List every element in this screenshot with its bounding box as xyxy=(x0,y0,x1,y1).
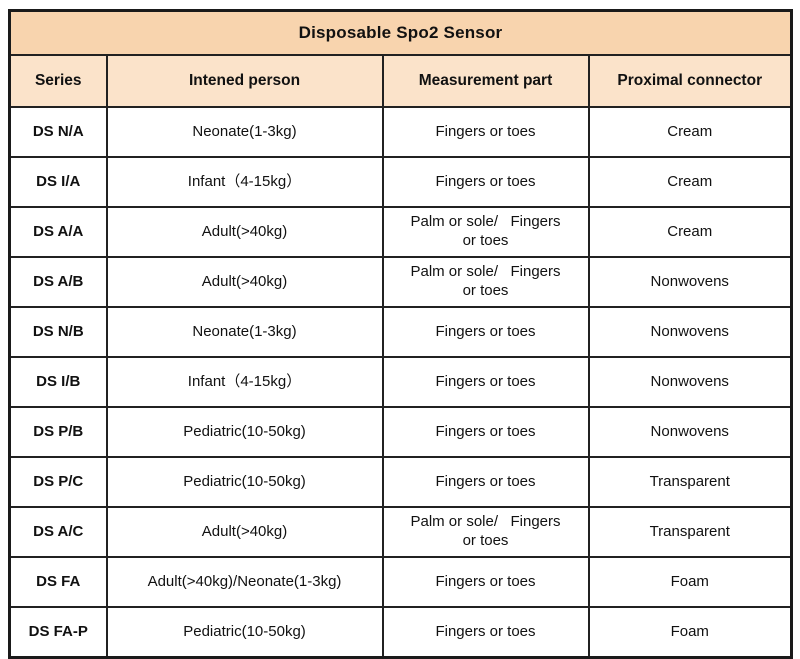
table-row: DS P/B Pediatric(10-50kg) Fingers or toe… xyxy=(8,406,793,458)
cell-connector: Foam xyxy=(587,556,793,608)
cell-part: Fingers or toes xyxy=(381,406,590,458)
cell-part: Fingers or toes xyxy=(381,106,590,158)
cell-connector: Nonwovens xyxy=(587,306,793,358)
table-row: DS I/A Infant（4-15kg） Fingers or toes Cr… xyxy=(8,156,793,208)
table-row: DS I/B Infant（4-15kg） Fingers or toes No… xyxy=(8,356,793,408)
cell-part: Fingers or toes xyxy=(381,456,590,508)
spo2-sensor-table-container: Disposable Spo2 Sensor Series Intened pe… xyxy=(8,9,793,659)
cell-person: Adult(>40kg) xyxy=(105,256,384,308)
cell-series: DS P/C xyxy=(8,456,108,508)
table-header-row: Series Intened person Measurement part P… xyxy=(8,54,793,108)
cell-connector: Nonwovens xyxy=(587,256,793,308)
column-header-connector: Proximal connector xyxy=(587,54,793,108)
cell-series: DS A/A xyxy=(8,206,108,258)
cell-connector: Cream xyxy=(587,106,793,158)
cell-part: Palm or sole/ Fingers or toes xyxy=(381,206,590,258)
cell-connector: Nonwovens xyxy=(587,406,793,458)
cell-person: Adult(>40kg) xyxy=(105,206,384,258)
cell-connector: Nonwovens xyxy=(587,356,793,408)
cell-part: Fingers or toes xyxy=(381,156,590,208)
table-title: Disposable Spo2 Sensor xyxy=(8,9,793,56)
column-header-person: Intened person xyxy=(105,54,384,108)
cell-connector: Cream xyxy=(587,206,793,258)
cell-part: Fingers or toes xyxy=(381,556,590,608)
cell-person: Pediatric(10-50kg) xyxy=(105,406,384,458)
cell-part: Palm or sole/ Fingers or toes xyxy=(381,506,590,558)
cell-part: Palm or sole/ Fingers or toes xyxy=(381,256,590,308)
cell-person: Adult(>40kg) xyxy=(105,506,384,558)
cell-person: Infant（4-15kg） xyxy=(105,156,384,208)
cell-person: Neonate(1-3kg) xyxy=(105,306,384,358)
cell-series: DS FA xyxy=(8,556,108,608)
cell-series: DS N/B xyxy=(8,306,108,358)
cell-person: Neonate(1-3kg) xyxy=(105,106,384,158)
cell-person: Pediatric(10-50kg) xyxy=(105,606,384,659)
cell-person: Pediatric(10-50kg) xyxy=(105,456,384,508)
cell-connector: Cream xyxy=(587,156,793,208)
table-row: DS A/A Adult(>40kg) Palm or sole/ Finger… xyxy=(8,206,793,258)
table-row: DS N/A Neonate(1-3kg) Fingers or toes Cr… xyxy=(8,106,793,158)
table-row: DS FA Adult(>40kg)/Neonate(1-3kg) Finger… xyxy=(8,556,793,608)
cell-series: DS P/B xyxy=(8,406,108,458)
cell-connector: Transparent xyxy=(587,456,793,508)
cell-part: Fingers or toes xyxy=(381,356,590,408)
spo2-sensor-table: Disposable Spo2 Sensor Series Intened pe… xyxy=(8,9,793,659)
cell-part: Fingers or toes xyxy=(381,306,590,358)
table-row: DS A/B Adult(>40kg) Palm or sole/ Finger… xyxy=(8,256,793,308)
table-title-row: Disposable Spo2 Sensor xyxy=(8,9,793,56)
table-row: DS N/B Neonate(1-3kg) Fingers or toes No… xyxy=(8,306,793,358)
cell-connector: Transparent xyxy=(587,506,793,558)
table-row: DS P/C Pediatric(10-50kg) Fingers or toe… xyxy=(8,456,793,508)
cell-series: DS I/B xyxy=(8,356,108,408)
column-header-part: Measurement part xyxy=(381,54,590,108)
cell-series: DS N/A xyxy=(8,106,108,158)
column-header-series: Series xyxy=(8,54,108,108)
cell-series: DS A/C xyxy=(8,506,108,558)
cell-series: DS I/A xyxy=(8,156,108,208)
cell-person: Infant（4-15kg） xyxy=(105,356,384,408)
table-row: DS A/C Adult(>40kg) Palm or sole/ Finger… xyxy=(8,506,793,558)
cell-person: Adult(>40kg)/Neonate(1-3kg) xyxy=(105,556,384,608)
cell-series: DS A/B xyxy=(8,256,108,308)
